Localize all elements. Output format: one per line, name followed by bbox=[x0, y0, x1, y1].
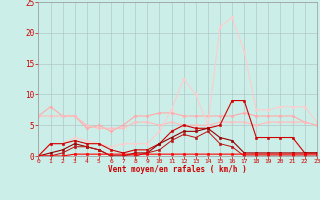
X-axis label: Vent moyen/en rafales ( km/h ): Vent moyen/en rafales ( km/h ) bbox=[108, 165, 247, 174]
